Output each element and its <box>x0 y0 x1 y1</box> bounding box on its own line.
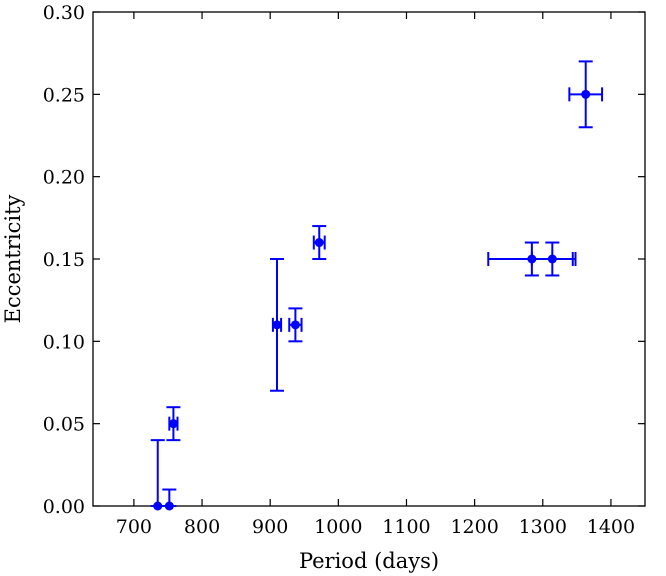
x-tick-label: 1400 <box>587 516 635 538</box>
y-tick-label: 0.30 <box>43 2 85 24</box>
x-tick-label: 700 <box>116 516 152 538</box>
y-tick-label: 0.20 <box>43 167 85 189</box>
data-point <box>150 439 165 511</box>
data-marker <box>164 501 174 511</box>
y-tick-label: 0.10 <box>43 331 85 353</box>
y-tick-label: 0.15 <box>43 249 85 271</box>
y-tick-label: 0.25 <box>43 84 85 106</box>
x-tick-label: 1100 <box>382 516 430 538</box>
axis-ticks: 700 800 900 1000 1100 1200 1300 1400 0.00 0.05 0.1… <box>43 2 645 538</box>
data-marker <box>314 238 324 248</box>
data-point <box>162 488 177 511</box>
data-point <box>312 225 327 260</box>
data-point <box>288 307 303 343</box>
data-point <box>568 60 604 129</box>
data-marker <box>168 419 178 429</box>
data-marker <box>547 254 557 264</box>
x-tick-label: 1000 <box>314 516 362 538</box>
data-marker <box>581 89 591 99</box>
data-marker <box>153 501 163 511</box>
data-marker <box>290 320 300 330</box>
data-point <box>270 258 284 392</box>
data-point <box>166 406 181 442</box>
y-axis-label: Eccentricity <box>1 194 25 323</box>
data-marker <box>272 320 282 330</box>
data-point <box>530 241 574 277</box>
x-tick-label: 800 <box>184 516 220 538</box>
x-tick-label: 900 <box>252 516 288 538</box>
x-tick-label: 1300 <box>519 516 567 538</box>
y-tick-label: 0.05 <box>43 414 85 436</box>
x-axis-label: Period (days) <box>299 549 439 573</box>
y-tick-label: 0.00 <box>43 496 85 518</box>
data-points <box>150 60 604 511</box>
x-tick-label: 1200 <box>450 516 498 538</box>
